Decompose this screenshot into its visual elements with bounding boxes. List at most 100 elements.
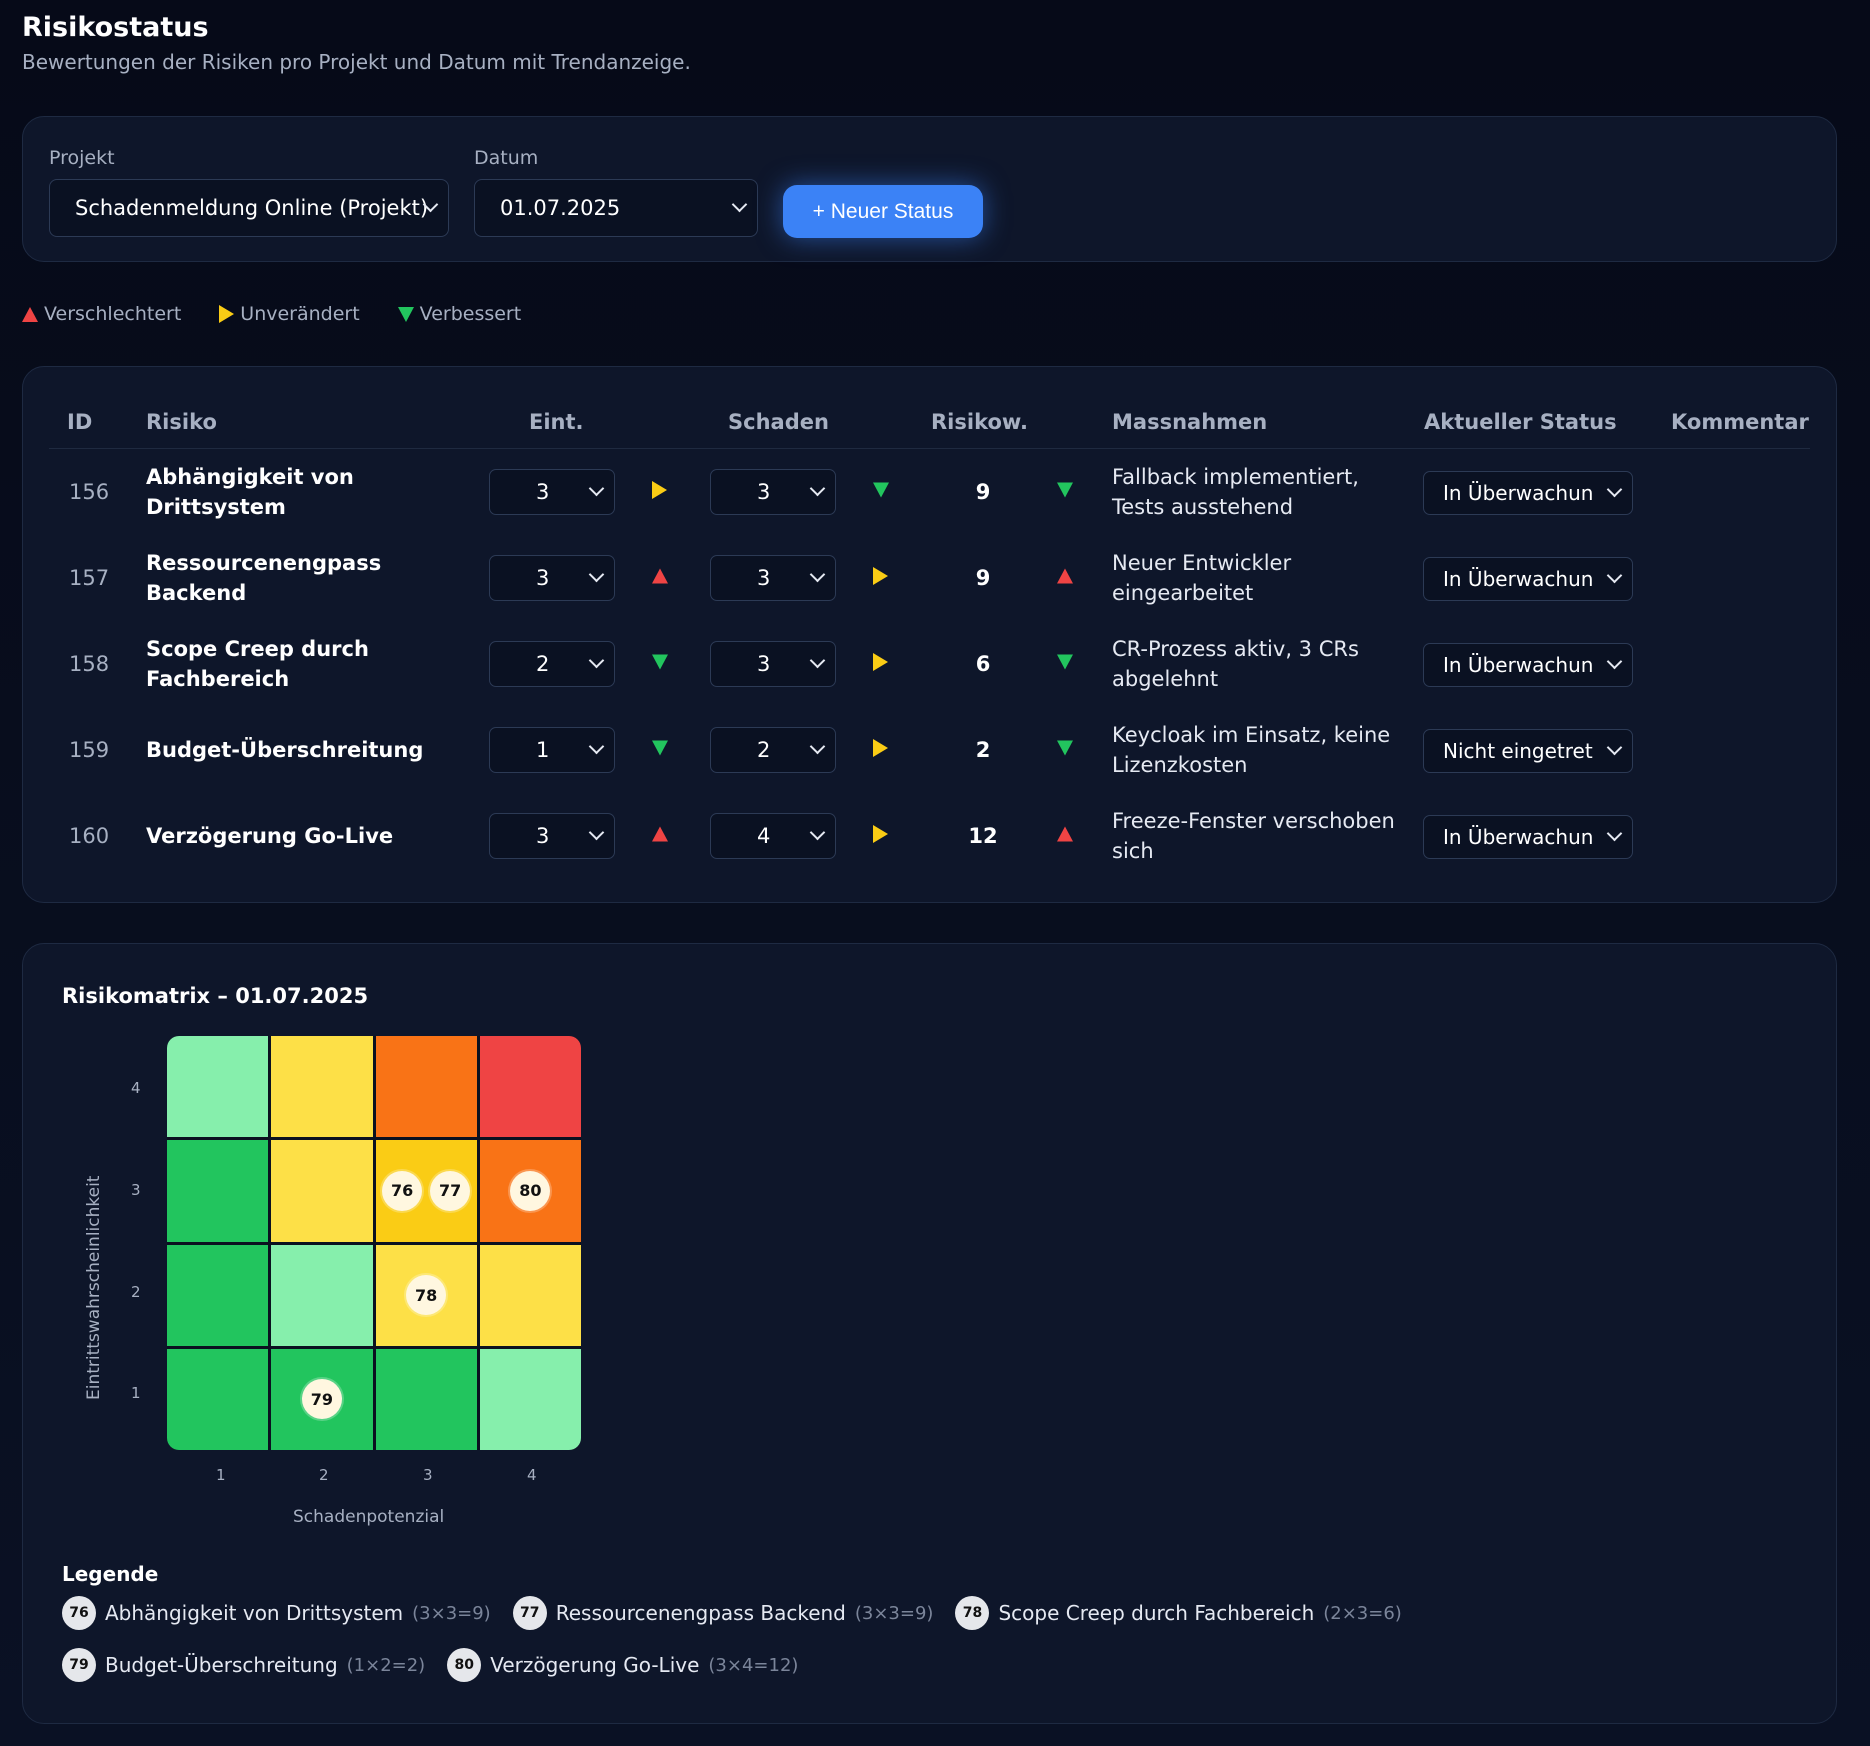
status-select[interactable]: In Überwachung <box>1423 471 1633 515</box>
probability-select[interactable]: 1 <box>489 727 615 773</box>
damage-select[interactable]: 3 <box>710 555 836 601</box>
row-risk-name: Budget-Überschreitung <box>146 738 424 762</box>
probability-select[interactable]: 3 <box>489 813 615 859</box>
x-tick: 2 <box>319 1466 329 1484</box>
legend-item: 76 Abhängigkeit von Drittsystem (3×3=9) <box>62 1596 491 1630</box>
legend-item: 77 Ressourcenengpass Backend (3×3=9) <box>512 1596 934 1630</box>
chevron-down-icon <box>588 824 605 841</box>
matrix-cell <box>479 1244 581 1346</box>
triangle-down-icon <box>873 482 889 498</box>
damage-select[interactable]: 2 <box>710 727 836 773</box>
score-trend <box>1057 826 1073 846</box>
y-tick: 4 <box>131 1079 141 1097</box>
probability-trend <box>652 740 668 760</box>
chevron-down-icon <box>809 566 826 583</box>
triangle-up-icon <box>1057 826 1073 842</box>
page-title: Risikostatus <box>22 12 209 43</box>
triangle-right-icon <box>873 653 888 671</box>
risk-chip[interactable]: 79 <box>301 1379 342 1420</box>
triangle-right-icon <box>219 305 235 323</box>
header-status: Aktueller Status <box>1424 410 1617 434</box>
score-trend <box>1057 740 1073 760</box>
legend-risk-name: Scope Creep durch Fachbereich <box>998 1601 1315 1625</box>
triangle-up-icon <box>1057 568 1073 584</box>
legend-badge: 76 <box>62 1596 96 1630</box>
header-risk: Risiko <box>146 410 217 434</box>
chevron-down-icon <box>588 652 605 669</box>
probability-select[interactable]: 2 <box>489 641 615 687</box>
row-id: 158 <box>69 652 110 676</box>
row-measures: Freeze-Fenster verschoben sich <box>1112 809 1395 863</box>
probability-trend <box>652 481 667 503</box>
risk-table: ID Risiko Eint. Schaden Risikow. Massnah… <box>22 366 1837 903</box>
status-select[interactable]: In Überwachung <box>1423 557 1633 601</box>
date-select[interactable]: 01.07.2025 <box>474 179 758 237</box>
row-id: 160 <box>69 824 110 848</box>
damage-select[interactable]: 3 <box>710 641 836 687</box>
chevron-down-icon <box>809 824 826 841</box>
legend-item: 78 Scope Creep durch Fachbereich (2×3=6) <box>955 1596 1402 1630</box>
table-row: 158 Scope Creep durch Fachbereich 2 3 6 CR-Pr… <box>23 621 1836 707</box>
triangle-down-icon <box>1057 482 1073 498</box>
row-id: 159 <box>69 738 110 762</box>
header-damage: Schaden <box>728 410 829 434</box>
risk-chip[interactable]: 80 <box>510 1170 551 1211</box>
matrix-legend: 76 Abhängigkeit von Drittsystem (3×3=9) 77 R… <box>62 1596 1782 1682</box>
row-risk-name: Scope Creep durch Fachbereich <box>146 637 369 691</box>
row-id: 156 <box>69 480 110 504</box>
risk-chip[interactable]: 78 <box>406 1275 447 1316</box>
triangle-down-icon <box>397 306 414 322</box>
legend-score-calc: (2×3=6) <box>1323 1602 1402 1624</box>
x-tick: 3 <box>423 1466 433 1484</box>
status-select[interactable]: In Überwachung <box>1423 815 1633 859</box>
triangle-up-icon <box>22 306 38 322</box>
probability-trend <box>652 568 668 588</box>
y-tick: 2 <box>131 1283 141 1301</box>
matrix-legend-title: Legende <box>62 1562 159 1586</box>
matrix-cell <box>479 1036 581 1138</box>
legend-score-calc: (3×3=9) <box>412 1602 491 1624</box>
status-select[interactable]: Nicht eingetreten <box>1423 729 1633 773</box>
legend-score-calc: (3×4=12) <box>708 1654 799 1676</box>
project-select[interactable]: Schadenmeldung Online (Projekt) <box>49 179 449 237</box>
matrix-title: Risikomatrix – 01.07.2025 <box>62 984 369 1008</box>
matrix-x-label: Schadenpotenzial <box>293 1507 445 1527</box>
chevron-down-icon <box>809 738 826 755</box>
row-risk-score: 9 <box>975 480 991 504</box>
header-measures: Massnahmen <box>1112 410 1268 434</box>
header-prob: Eint. <box>529 410 584 434</box>
trend-legend-better: Verbessert <box>397 303 521 325</box>
probability-select[interactable]: 3 <box>489 555 615 601</box>
damage-select[interactable]: 4 <box>710 813 836 859</box>
chevron-down-icon <box>1606 739 1623 756</box>
status-select[interactable]: In Überwachung <box>1423 643 1633 687</box>
legend-badge: 77 <box>512 1596 547 1630</box>
project-select-value: Schadenmeldung Online (Projekt) <box>75 196 429 220</box>
page-subtitle: Bewertungen der Risiken pro Projekt und … <box>22 50 691 74</box>
header-comment: Kommentar <box>1671 410 1809 434</box>
legend-score-calc: (3×3=9) <box>854 1602 934 1624</box>
date-label: Datum <box>474 147 539 169</box>
table-row: 157 Ressourcenengpass Backend 3 3 9 Neuer Ent… <box>23 535 1836 621</box>
triangle-down-icon <box>652 740 668 756</box>
trend-legend-same: Unverändert <box>219 303 360 325</box>
matrix-cell <box>271 1140 373 1242</box>
risk-chip[interactable]: 76 <box>382 1170 423 1211</box>
header-score: Risikow. <box>931 410 1028 434</box>
probability-select[interactable]: 3 <box>489 469 615 515</box>
triangle-up-icon <box>652 826 668 842</box>
risk-chip[interactable]: 77 <box>430 1170 471 1211</box>
header-id: ID <box>67 410 93 434</box>
matrix-cell <box>271 1244 373 1346</box>
trend-legend: Verschlechtert Unverändert Verbessert <box>22 303 521 325</box>
damage-trend <box>873 482 889 502</box>
triangle-right-icon <box>873 825 888 843</box>
filter-card: Projekt Schadenmeldung Online (Projekt) … <box>22 116 1837 262</box>
triangle-right-icon <box>652 481 667 499</box>
y-tick: 3 <box>131 1181 141 1199</box>
chevron-down-icon <box>1606 653 1623 670</box>
new-status-button[interactable]: + Neuer Status <box>783 185 983 238</box>
legend-risk-name: Budget-Überschreitung <box>105 1653 338 1677</box>
damage-select[interactable]: 3 <box>710 469 836 515</box>
matrix-y-label: Eintrittswahrscheinlichkeit <box>84 1175 104 1400</box>
